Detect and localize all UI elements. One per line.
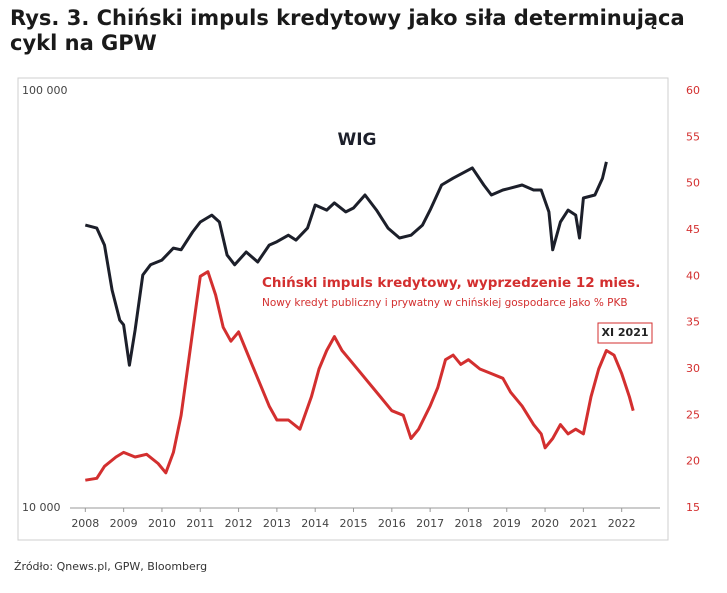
x-tick-label: 2015 — [340, 517, 368, 530]
annotation: Nowy kredyt publiczny i prywatny w chińs… — [262, 297, 628, 309]
y2-tick-label: 30 — [686, 362, 700, 375]
x-tick-label: 2020 — [531, 517, 559, 530]
y2-tick-label: 15 — [686, 501, 700, 514]
callout: XI 2021 — [601, 326, 648, 339]
x-tick-label: 2016 — [378, 517, 406, 530]
y-tick-label: 10 000 — [22, 501, 61, 514]
source: Źródło: Qnews.pl, GPW, Bloomberg — [14, 560, 208, 573]
x-tick-label: 2014 — [301, 517, 329, 530]
x-tick-label: 2011 — [186, 517, 214, 530]
x-tick-label: 2008 — [71, 517, 99, 530]
y2-tick-label: 55 — [686, 130, 700, 143]
x-tick-label: 2013 — [263, 517, 291, 530]
x-tick-label: 2022 — [608, 517, 636, 530]
y2-tick-label: 35 — [686, 316, 700, 329]
x-tick-label: 2019 — [493, 517, 521, 530]
y2-tick-label: 45 — [686, 223, 700, 236]
x-tick-label: 2018 — [454, 517, 482, 530]
x-tick-label: 2012 — [225, 517, 253, 530]
callout-box — [597, 322, 653, 344]
y2-tick-label: 50 — [686, 177, 700, 190]
y2-tick-label: 60 — [686, 84, 700, 97]
x-tick-label: 2010 — [148, 517, 176, 530]
series-line — [85, 270, 635, 482]
series-label: Chiński impuls kredytowy, wyprzedzenie 1… — [262, 275, 640, 291]
y-tick-label: 100 000 — [22, 84, 68, 97]
y2-tick-label: 20 — [686, 455, 700, 468]
y2-tick-label: 25 — [686, 408, 700, 421]
y2-tick-label: 40 — [686, 269, 700, 282]
series-line — [84, 161, 608, 367]
x-tick-label: 2017 — [416, 517, 444, 530]
series-label: WIG — [337, 130, 376, 150]
chart-title: Rys. 3. Chiński impuls kredytowy jako si… — [10, 6, 685, 55]
x-tick-label: 2021 — [569, 517, 597, 530]
frame — [17, 77, 669, 541]
x-tick-label: 2009 — [110, 517, 138, 530]
